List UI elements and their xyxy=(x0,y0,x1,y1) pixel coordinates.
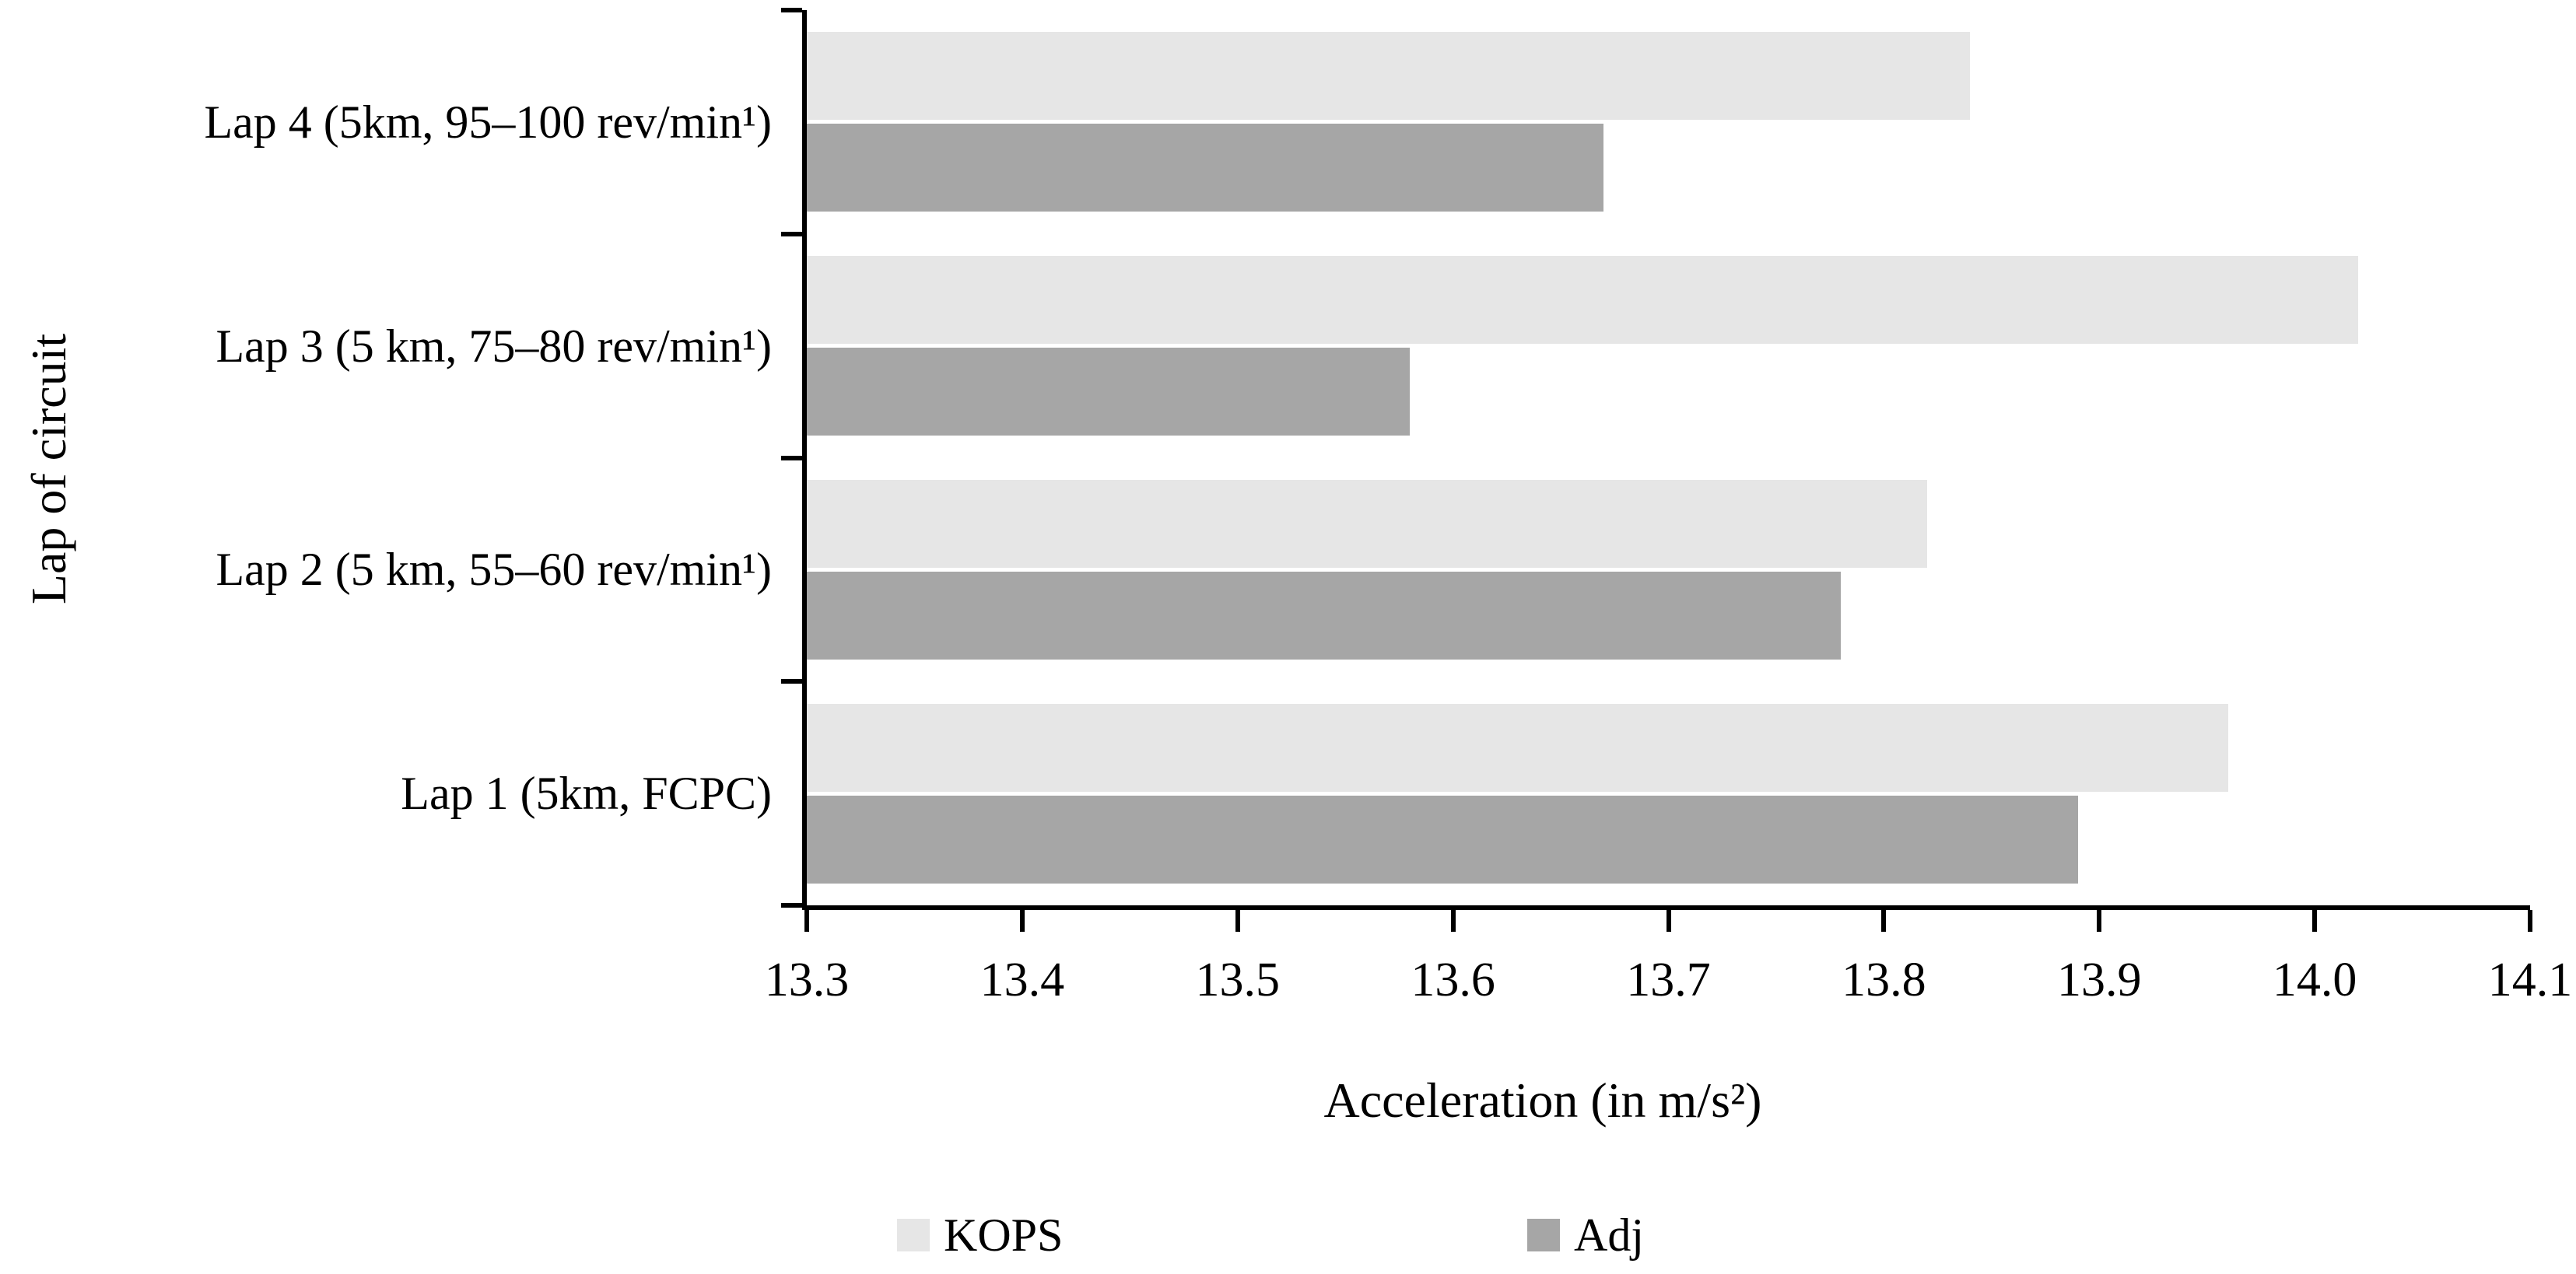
x-axis-tick-label: 13.4 xyxy=(980,954,1065,1006)
x-axis-tick-mark xyxy=(1235,910,1240,932)
x-axis-title: Acceleration (in m/s²) xyxy=(1323,1073,1762,1128)
legend-label-kops: KOPS xyxy=(944,1209,1064,1261)
bar-kops-group-1 xyxy=(807,32,1971,121)
y-axis-tick-mark xyxy=(781,455,802,460)
legend-entry-adj: Adj xyxy=(1527,1209,1644,1261)
category-label-2: Lap 3 (5 km, 75–80 rev/min¹) xyxy=(216,320,772,372)
legend-swatch-kops-icon xyxy=(897,1219,930,1251)
x-axis-tick-mark xyxy=(1450,910,1456,932)
x-axis-tick-label: 14.1 xyxy=(2487,954,2573,1006)
x-axis-tick-mark xyxy=(1019,910,1025,932)
x-axis-tick-label: 14.0 xyxy=(2272,954,2357,1006)
x-axis-tick-mark xyxy=(804,910,809,932)
x-axis-tick-label: 13.5 xyxy=(1195,954,1281,1006)
bar-adj-group-4 xyxy=(807,795,2078,884)
x-axis-tick-label: 13.9 xyxy=(2057,954,2142,1006)
y-axis-tick-mark xyxy=(781,903,802,908)
plot-area xyxy=(802,10,2530,910)
category-label-3: Lap 2 (5 km, 55–60 rev/min¹) xyxy=(216,544,772,596)
x-axis-tick-mark xyxy=(1666,910,1671,932)
x-axis-tick-label: 13.7 xyxy=(1626,954,1711,1006)
y-axis-tick-mark xyxy=(781,231,802,236)
y-axis-tick-mark xyxy=(781,8,802,12)
legend-swatch-adj-icon xyxy=(1527,1219,1560,1251)
x-axis-tick-label: 13.8 xyxy=(1842,954,1926,1006)
x-axis-tick-mark xyxy=(2097,910,2102,932)
y-axis-title: Lap of circuit xyxy=(21,333,76,605)
x-axis-tick-label: 13.6 xyxy=(1411,954,1495,1006)
category-label-1: Lap 4 (5km, 95–100 rev/min¹) xyxy=(204,96,772,148)
bar-kops-group-2 xyxy=(807,256,2358,345)
bar-kops-group-3 xyxy=(807,479,1927,568)
legend-label-adj: Adj xyxy=(1574,1209,1644,1261)
bar-kops-group-4 xyxy=(807,703,2229,792)
bar-adj-group-3 xyxy=(807,571,1841,660)
bar-adj-group-1 xyxy=(807,124,1604,212)
legend-entry-kops: KOPS xyxy=(897,1209,1063,1261)
category-label-4: Lap 1 (5km, FCPC) xyxy=(401,768,772,820)
x-axis-tick-label: 13.3 xyxy=(764,954,850,1006)
x-axis-tick-mark xyxy=(1881,910,1887,932)
y-axis-tick-mark xyxy=(781,679,802,684)
bar-adj-group-2 xyxy=(807,348,1411,436)
x-axis-tick-mark xyxy=(2528,910,2532,932)
x-axis-tick-mark xyxy=(2312,910,2318,932)
